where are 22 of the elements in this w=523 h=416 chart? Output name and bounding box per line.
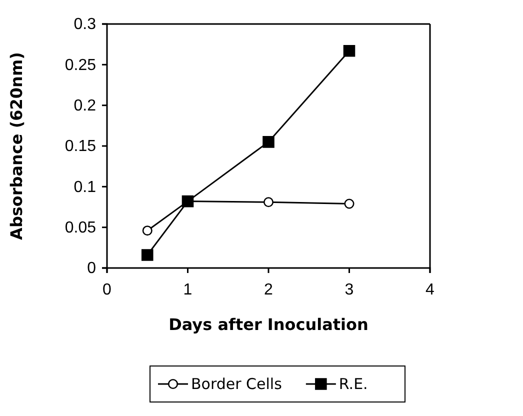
y-tick-label: 0.15 — [64, 138, 96, 156]
x-axis-title: Days after Inoculation — [168, 315, 368, 334]
legend-label: Border Cells — [191, 375, 282, 393]
point — [343, 44, 356, 57]
point — [344, 198, 354, 209]
legend-label: R.E. — [338, 375, 368, 393]
x-tick-label: 2 — [264, 281, 274, 298]
y-axis-title: Absorbance (620nm) — [7, 52, 26, 240]
y-tick-label: 0.05 — [64, 219, 96, 236]
y-tick-label: 0.3 — [74, 16, 96, 34]
y-tick-label: 0 — [87, 260, 96, 278]
x-tick-label: 1 — [183, 281, 192, 298]
x-tick-label: 4 — [426, 281, 435, 298]
point — [142, 226, 152, 236]
y-tick-label: 0.2 — [74, 97, 96, 114]
x-tick-label: 3 — [344, 281, 354, 298]
x-tick-label: 0 — [102, 281, 112, 298]
point — [141, 249, 154, 261]
y-tick-label: 0.25 — [64, 56, 96, 74]
y-tick-label: 0.1 — [74, 178, 96, 196]
point — [262, 136, 274, 148]
point — [263, 197, 274, 208]
